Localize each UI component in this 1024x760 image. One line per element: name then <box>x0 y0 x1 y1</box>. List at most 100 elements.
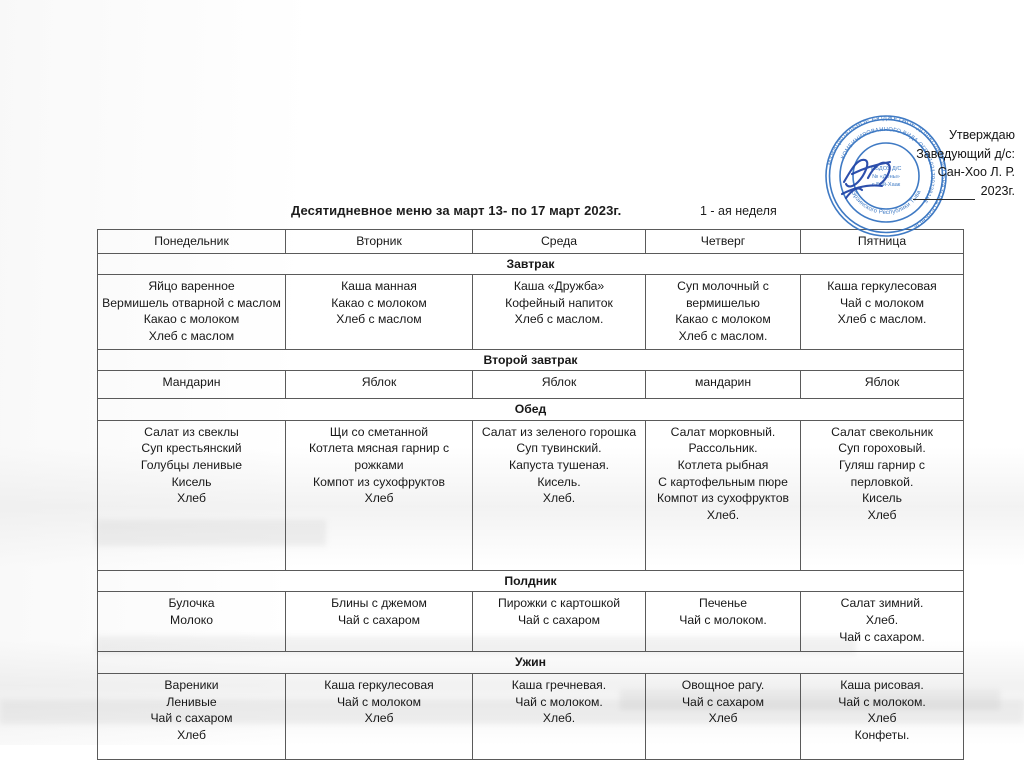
menu-item: Кисель <box>171 474 212 489</box>
cell-breakfast-thursday: Суп молочный с вермишелью Какао с молоком Х… <box>645 274 801 350</box>
menu-item: Конфеты. <box>854 727 910 742</box>
menu-item: Кисель. <box>537 474 581 489</box>
menu-item: Голубцы ленивые <box>140 457 243 472</box>
menu-item: Хлеб с маслом. <box>678 328 768 343</box>
menu-item: Хлеб <box>364 491 394 506</box>
cell-second-breakfast-friday: Яблок <box>800 370 964 400</box>
menu-item: Яблок <box>361 375 397 390</box>
menu-item: Чай с сахаром <box>150 711 233 726</box>
menu-item: Овощное рагу. <box>681 677 765 692</box>
menu-item: Чай с молоком <box>336 694 422 709</box>
menu-item: Хлеб <box>708 711 738 726</box>
day-header-tuesday: Вторник <box>285 229 473 254</box>
menu-item: Хлеб. <box>542 711 576 726</box>
menu-item: Салат морковный. <box>670 424 776 439</box>
menu-item: Блины с джемом <box>331 596 427 611</box>
meal-name-lunch: Обед <box>97 398 964 421</box>
menu-item: Капуста тушеная. <box>509 457 609 472</box>
menu-item: Хлеб. <box>542 491 576 506</box>
menu-item: Салат зимний. <box>840 596 924 611</box>
menu-item: Салат из зеленого горошка <box>481 424 637 439</box>
menu-item: Салат из свеклы <box>144 424 239 439</box>
menu-item: Хлеб <box>364 711 394 726</box>
menu-item: Суп крестьянский <box>141 441 242 456</box>
cell-lunch-monday: Салат из свеклы Суп крестьянский Голубцы л… <box>97 419 286 571</box>
menu-item: Компот из сухофруктов <box>657 491 789 506</box>
day-header-monday: Понедельник <box>97 229 286 254</box>
approval-word: Утверждаю <box>948 128 1015 142</box>
cell-snack-friday: Салат зимний. Хлеб. Чай с сахаром. <box>800 591 964 653</box>
menu-item: вермишелью <box>686 295 760 310</box>
meal-header-row-dinner: Ужин <box>97 651 964 674</box>
cell-lunch-friday: Салат свекольник Суп гороховый. Гуляш гарн… <box>800 419 964 571</box>
week-label: 1 - ая неделя <box>700 204 777 218</box>
menu-item: Яйцо варенное <box>148 279 235 294</box>
menu-item: мандарин <box>694 375 752 390</box>
cell-dinner-monday: Вареники Ленивые Чай с сахаром Хлеб <box>97 672 286 760</box>
menu-item: Щи со сметанной <box>329 424 429 439</box>
cell-lunch-thursday: Салат морковный. Рассольник. Котлета рыбна… <box>645 419 801 571</box>
menu-item: Хлеб с маслом <box>148 328 235 343</box>
menu-item: Каша геркулесовая <box>827 279 937 294</box>
cell-dinner-wednesday: Каша гречневая. Чай с молоком. Хлеб. <box>472 672 646 760</box>
menu-item: Чай с сахаром <box>681 694 765 709</box>
menu-table-body: Понедельник Вторник Среда Четверг Пятниц… <box>97 229 964 760</box>
meal-name-dinner: Ужин <box>97 651 964 674</box>
handwritten-signature <box>838 148 948 208</box>
table-row: Булочка Молоко Блины с джемом Чай с сахаро… <box>97 591 964 653</box>
menu-item: Каша манная <box>341 279 417 294</box>
menu-item: Пирожки с картошкой <box>497 596 621 611</box>
day-header-wednesday: Среда <box>472 229 646 254</box>
table-row: Вареники Ленивые Чай с сахаром Хлеб Каша ге… <box>97 672 964 760</box>
menu-item: Мандарин <box>162 375 221 390</box>
menu-item: Котлета мясная гарнир с <box>308 441 450 456</box>
cell-dinner-thursday: Овощное рагу. Чай с сахаром Хлеб <box>645 672 801 760</box>
menu-item: Хлеб с маслом. <box>837 312 927 327</box>
cell-snack-tuesday: Блины с джемом Чай с сахаром <box>285 591 473 653</box>
menu-item: Гуляш гарнир с <box>838 457 925 472</box>
table-row: Салат из свеклы Суп крестьянский Голубцы л… <box>97 419 964 571</box>
cell-lunch-tuesday: Щи со сметанной Котлета мясная гарнир с ро… <box>285 419 473 571</box>
cell-snack-monday: Булочка Молоко <box>97 591 286 653</box>
cell-breakfast-wednesday: Каша «Дружба» Кофейный напиток Хлеб с масл… <box>472 274 646 350</box>
menu-item: Котлета рыбная <box>677 457 769 472</box>
cell-lunch-wednesday: Салат из зеленого горошка Суп тувинский. К… <box>472 419 646 571</box>
menu-item: Хлеб. <box>706 507 740 522</box>
menu-item: С картофельным пюре <box>658 474 788 489</box>
menu-item: Печенье <box>698 596 748 611</box>
menu-item: Вермишель отварной с маслом <box>102 295 281 310</box>
menu-item: Хлеб с маслом. <box>514 312 604 327</box>
meal-header-row-snack: Полдник <box>97 569 964 593</box>
menu-item: Каша геркулесовая <box>324 677 434 692</box>
meal-name-breakfast: Завтрак <box>97 252 964 276</box>
menu-item: Ленивые <box>166 694 217 709</box>
cell-dinner-friday: Каша рисовая. Чай с молоком. Хлеб Конфеты. <box>800 672 964 760</box>
cell-snack-thursday: Печенье Чай с молоком. <box>645 591 801 653</box>
meal-header-row-second-breakfast: Второй завтрак <box>97 348 964 372</box>
cell-snack-wednesday: Пирожки с картошкой Чай с сахаром <box>472 591 646 653</box>
menu-item: Суп тувинский. <box>516 441 602 456</box>
menu-item: Кисель <box>862 491 902 506</box>
cell-breakfast-tuesday: Каша манная Какао с молоком Хлеб с маслом <box>285 274 473 350</box>
cell-second-breakfast-tuesday: Яблок <box>285 370 473 400</box>
meal-header-row-lunch: Обед <box>97 398 964 421</box>
menu-item: перловкой. <box>850 474 914 489</box>
menu-item: Какао с молоком <box>143 312 240 327</box>
meal-name-snack: Полдник <box>97 569 964 593</box>
menu-item: Рассольник. <box>688 441 758 456</box>
menu-item: Хлеб с маслом <box>336 312 422 327</box>
day-header-thursday: Четверг <box>645 229 801 254</box>
menu-item: Чай с молоком. <box>515 694 603 709</box>
cell-second-breakfast-wednesday: Яблок <box>472 370 646 400</box>
meal-name-second-breakfast: Второй завтрак <box>97 348 964 372</box>
menu-item: Чай с сахаром. <box>839 629 925 644</box>
menu-item: Чай с сахаром <box>337 612 421 627</box>
menu-item: Чай с молоком. <box>838 694 926 709</box>
menu-item: Хлеб <box>867 711 897 726</box>
menu-item: Яблок <box>864 375 900 390</box>
menu-item: Суп молочный с <box>677 279 769 294</box>
cell-second-breakfast-monday: Мандарин <box>97 370 286 400</box>
table-row: Яйцо варенное Вермишель отварной с маслом… <box>97 274 964 350</box>
page-title: Десятидневное меню за март 13- по 17 мар… <box>291 203 622 218</box>
menu-item: Хлеб <box>177 491 206 506</box>
